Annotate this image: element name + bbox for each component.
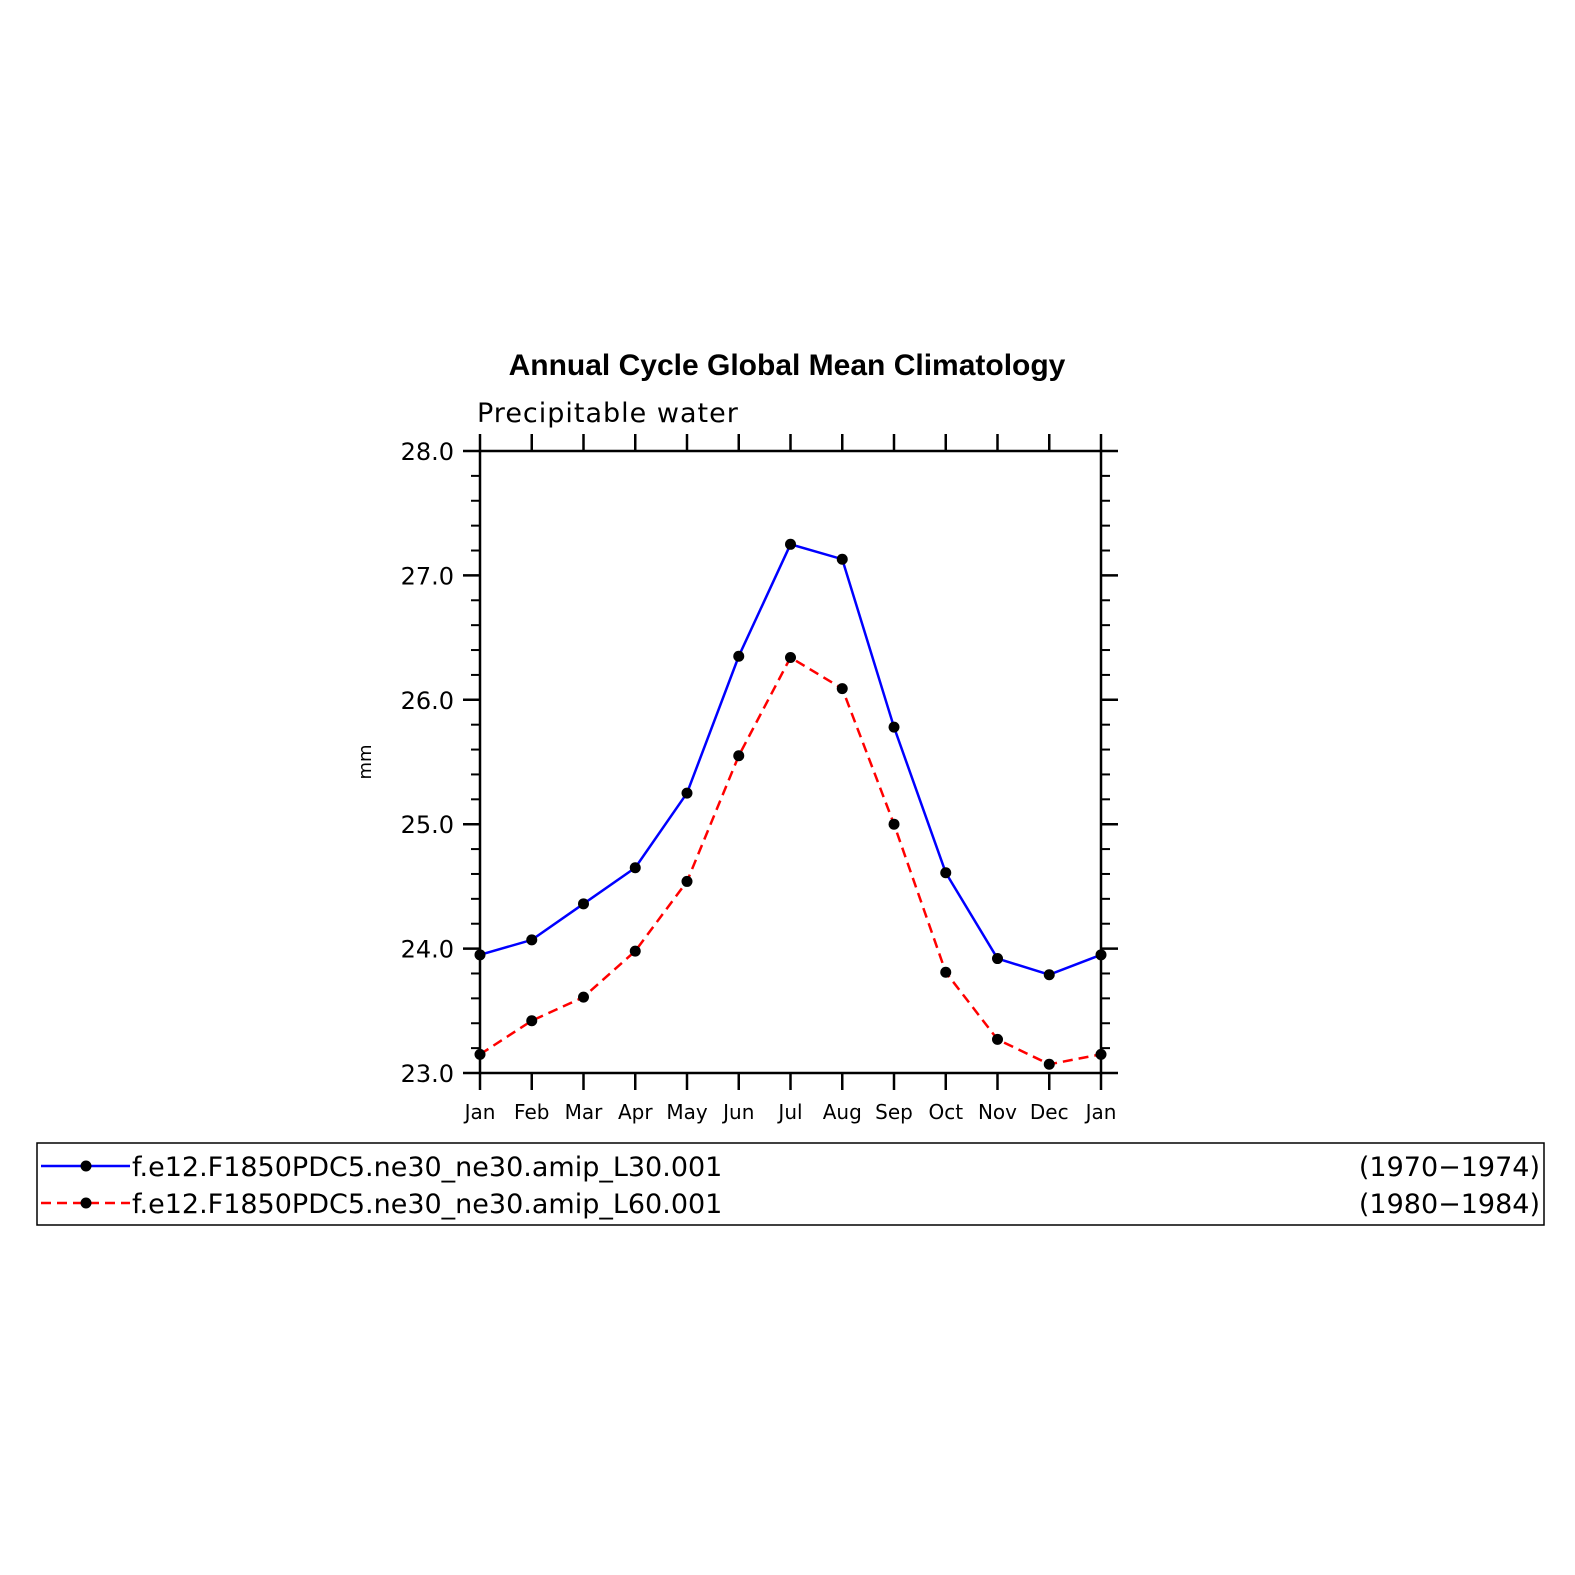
x-tick-label: Aug bbox=[823, 1100, 862, 1124]
series-1-point bbox=[992, 953, 1003, 965]
series-1-point bbox=[474, 949, 486, 961]
series-1-point bbox=[629, 862, 641, 874]
series-1-point bbox=[785, 538, 796, 550]
series-2-point bbox=[578, 991, 589, 1003]
y-axis-label: mm bbox=[355, 744, 376, 779]
series-line-2 bbox=[479, 655, 1102, 1066]
series-2-point bbox=[785, 652, 796, 664]
series-2-point bbox=[681, 875, 693, 887]
series-1-point bbox=[1095, 949, 1107, 961]
x-tick-label: Jul bbox=[776, 1100, 802, 1124]
series-1-point bbox=[733, 650, 745, 662]
series-2-point bbox=[526, 1015, 538, 1027]
x-tick-label: Feb bbox=[514, 1100, 549, 1124]
y-tick-label: 26.0 bbox=[401, 687, 454, 715]
axes: 23.0 24.0 25.0 26.0 27.0 28.0 Jan Feb Mar Apr May J… bbox=[401, 434, 1118, 1124]
chart-title: Annual Cycle Global Mean Climatology bbox=[509, 349, 1066, 382]
series-1-point bbox=[1043, 969, 1055, 981]
series-2-point bbox=[629, 945, 641, 957]
series-2-point bbox=[733, 750, 745, 762]
y-tick-label: 28.0 bbox=[401, 438, 454, 466]
legend-series-period: (1970−1974) bbox=[1359, 1152, 1540, 1183]
legend-marker-2 bbox=[80, 1197, 92, 1209]
series-2-point bbox=[474, 1048, 486, 1060]
legend-marker-1 bbox=[80, 1160, 92, 1172]
y-tick-label: 24.0 bbox=[401, 936, 454, 964]
series-layer bbox=[474, 538, 1107, 1070]
x-tick-label: Dec bbox=[1030, 1100, 1069, 1124]
x-tick-label: May bbox=[666, 1100, 708, 1124]
series-2-point bbox=[888, 818, 900, 830]
y-tick-label: 27.0 bbox=[401, 562, 454, 590]
series-2-point bbox=[1095, 1048, 1107, 1060]
y-tick-label: 23.0 bbox=[401, 1060, 454, 1088]
series-line-1 bbox=[479, 542, 1102, 977]
legend-box bbox=[36, 1142, 1545, 1226]
x-tick-label: Mar bbox=[565, 1100, 604, 1124]
series-2-point bbox=[836, 683, 848, 695]
x-tick-label: Oct bbox=[928, 1100, 963, 1124]
x-tick-label: Jun bbox=[721, 1100, 754, 1124]
series-1-point bbox=[836, 553, 848, 565]
series-1-point bbox=[940, 867, 952, 879]
x-tick-label: Nov bbox=[978, 1100, 1017, 1124]
legend-series-name: f.e12.F1850PDC5.ne30_ne30.amip_L60.001 bbox=[132, 1189, 722, 1220]
legend-series-name: f.e12.F1850PDC5.ne30_ne30.amip_L30.001 bbox=[132, 1152, 722, 1183]
series-1-point bbox=[681, 787, 693, 799]
x-tick-label: Jan bbox=[1084, 1100, 1117, 1124]
series-2-point bbox=[992, 1033, 1003, 1045]
series-1-point bbox=[578, 898, 589, 910]
x-tick-label: Sep bbox=[875, 1100, 913, 1124]
x-tick-label: Jan bbox=[463, 1100, 496, 1124]
x-tick-label: Apr bbox=[618, 1100, 653, 1124]
y-tick-label: 25.0 bbox=[401, 811, 454, 839]
series-1-point bbox=[888, 721, 900, 733]
legend: f.e12.F1850PDC5.ne30_ne30.amip_L30.001 (1… bbox=[36, 1142, 1545, 1226]
series-2-point bbox=[940, 966, 952, 978]
legend-series-period: (1980−1984) bbox=[1359, 1189, 1540, 1220]
chart-subtitle: Precipitable water bbox=[477, 398, 739, 429]
series-1-point bbox=[526, 934, 538, 946]
series-2-point bbox=[1043, 1058, 1055, 1070]
